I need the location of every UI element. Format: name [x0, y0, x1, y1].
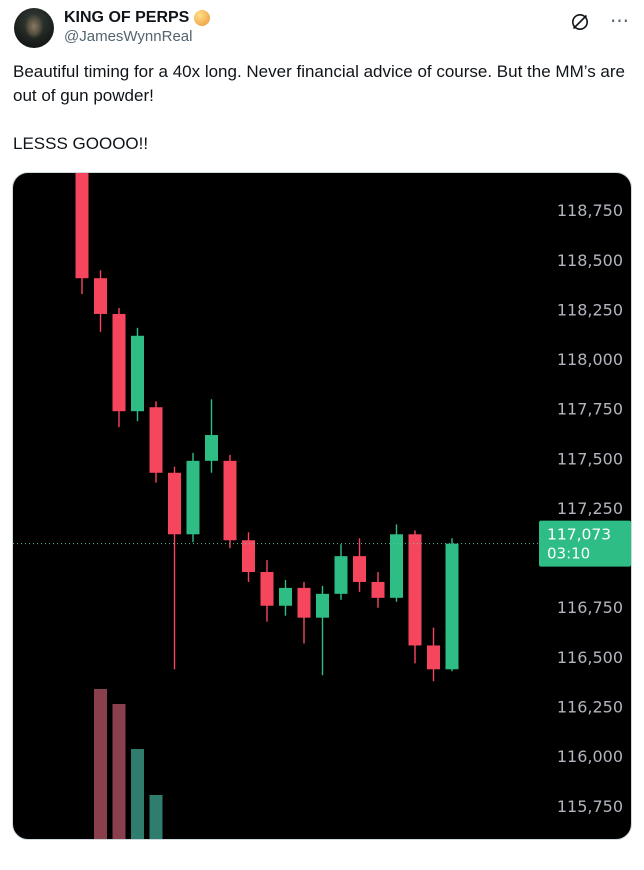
candle-body: [316, 593, 329, 618]
price-tick-label: 116,250: [557, 698, 623, 717]
more-options-icon[interactable]: ⋯: [610, 11, 630, 32]
chart-media[interactable]: 118,750 118,500 118,250 118,000 117,750 117,5…: [12, 172, 632, 840]
volume-bar: [149, 795, 163, 839]
volume-bar: [112, 704, 126, 839]
tweet-header: KING OF PERPS 👨‍🦲 @JamesWynnReal ⋯: [0, 0, 644, 48]
candle-body: [427, 645, 440, 670]
candle-body: [186, 460, 200, 535]
header-actions: ⋯: [570, 8, 630, 32]
price-tick-label: 118,000: [557, 350, 623, 369]
candle-body: [371, 581, 385, 598]
price-tick-label: 118,500: [557, 251, 623, 270]
candle-body: [112, 313, 126, 412]
candle-body: [205, 435, 218, 461]
candlestick-chart: 118,750 118,500 118,250 118,000 117,750 117,5…: [13, 173, 631, 839]
candle-body: [131, 335, 144, 412]
candle-body: [242, 540, 255, 573]
candle-body: [260, 572, 274, 606]
candle-body: [94, 278, 107, 314]
candle-body: [353, 556, 366, 582]
candle-body: [334, 556, 348, 594]
price-tick-label: 118,250: [557, 300, 623, 319]
candle-body: [390, 534, 403, 598]
price-tick-label: 117,750: [557, 400, 623, 419]
candle-body: [223, 460, 237, 541]
candle-body: [279, 587, 292, 606]
tweet-paragraph-2: LESSS GOOOO!!: [13, 134, 149, 153]
candle-body: [149, 407, 163, 473]
candle-body: [75, 173, 89, 279]
price-tick-label: 118,750: [557, 201, 623, 220]
avatar[interactable]: [14, 8, 54, 48]
price-tick-label: 116,000: [557, 747, 623, 766]
volume-bar: [131, 749, 144, 839]
display-name[interactable]: KING OF PERPS: [64, 9, 190, 26]
display-name-row: KING OF PERPS 👨‍🦲: [64, 8, 211, 28]
candle-body: [168, 472, 181, 535]
countdown-label: 03:10: [547, 545, 590, 563]
candle-body: [297, 587, 311, 618]
price-tick-label: 116,500: [557, 648, 623, 667]
grok-slashed-circle-icon[interactable]: [570, 12, 590, 32]
price-tick-label: 117,500: [557, 449, 623, 468]
tweet-text: Beautiful timing for a 40x long. Never f…: [0, 48, 644, 156]
last-price-label: 117,073: [547, 526, 611, 544]
last-price-badge: [539, 520, 631, 567]
price-tick-label: 115,750: [557, 797, 623, 816]
candle-body: [445, 543, 459, 670]
bald-man-emoji: 👨‍🦲: [194, 10, 211, 26]
price-tick-label: 117,250: [557, 499, 623, 518]
tweet-paragraph-1: Beautiful timing for a 40x long. Never f…: [13, 62, 625, 105]
author-block: KING OF PERPS 👨‍🦲 @JamesWynnReal: [64, 8, 211, 47]
candle-body: [408, 534, 422, 646]
price-tick-label: 116,750: [557, 598, 623, 617]
user-handle[interactable]: @JamesWynnReal: [64, 28, 193, 45]
volume-bar: [94, 689, 107, 839]
